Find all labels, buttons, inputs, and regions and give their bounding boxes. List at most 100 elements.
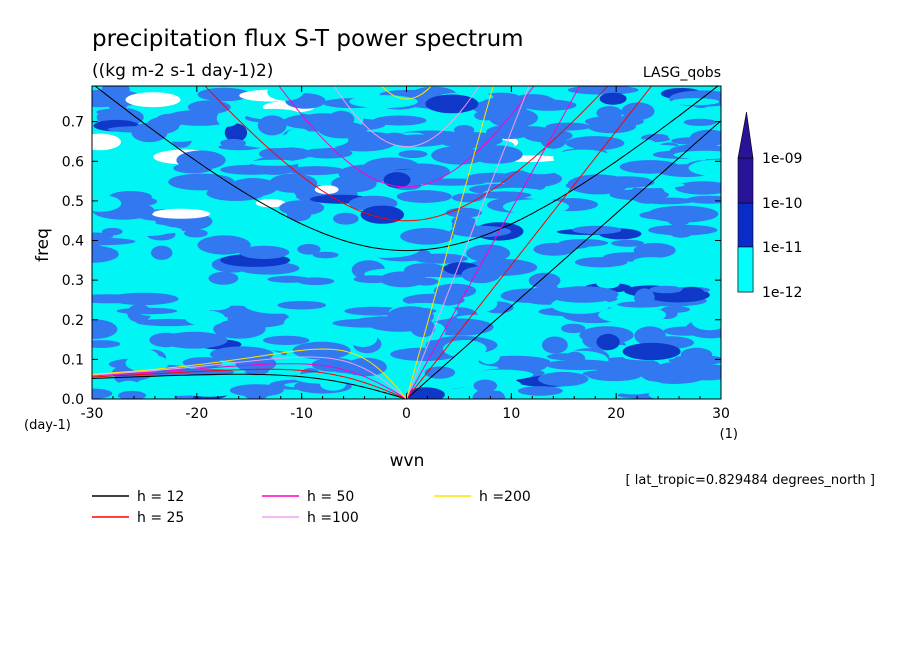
spectrum-patch	[279, 200, 325, 216]
spectrum-patch	[649, 285, 683, 294]
spectrum-patch	[678, 286, 706, 302]
spectrum-patch	[533, 242, 575, 256]
spectrum-patch	[466, 172, 516, 183]
spectrum-patch	[292, 341, 351, 360]
spectrum-patch	[399, 307, 437, 315]
legend-label: h =100	[307, 510, 359, 526]
legend-item: h = 25	[92, 510, 184, 526]
spectrum-patch	[114, 380, 143, 395]
spectrum-patch	[197, 235, 251, 255]
colorbar-extension-arrow	[737, 111, 754, 159]
y-tick-label: 0.2	[62, 313, 84, 329]
kelvin-wave-curve	[406, 86, 494, 399]
legend-label: h = 12	[137, 489, 184, 505]
spectrum-patch	[373, 115, 427, 126]
spectrum-patch	[92, 245, 119, 263]
spectrum-patch	[437, 132, 503, 149]
colorbar-label: 1e-09	[762, 151, 802, 167]
spectrum-patch	[486, 124, 531, 140]
spectrum-patch	[320, 378, 347, 391]
spectrum-patch	[424, 366, 456, 379]
x-axis-label: wvn	[390, 451, 425, 471]
spectrum-patch	[661, 306, 690, 313]
inertia-gravity-wave-curve	[94, 86, 719, 252]
colorbar-label: 1e-10	[762, 196, 802, 212]
spectrum-patch	[283, 114, 339, 130]
spectrum-patch	[442, 340, 487, 358]
kelvin-wave-curve	[406, 86, 653, 399]
spectrum-patch	[611, 239, 645, 247]
spectrum-patch	[331, 175, 377, 193]
spectrum-patch	[648, 387, 708, 399]
spectrum-patch	[220, 138, 247, 148]
x-tick-label: 10	[502, 406, 520, 422]
spectrum-patch	[587, 369, 642, 382]
spectrum-patch	[184, 229, 208, 238]
spectrum-patch	[400, 228, 454, 245]
spectrum-patch	[538, 316, 561, 333]
spectrum-patch	[345, 357, 387, 377]
spectrum-patch	[116, 307, 178, 315]
inertia-gravity-wave-curve	[204, 86, 609, 222]
spectrum-patch	[277, 300, 326, 310]
colorbar: 1e-12 1e-11 1e-10 1e-09	[737, 111, 802, 301]
spectrum-patch	[686, 195, 721, 204]
y-unit-label: (day-1)	[24, 418, 71, 433]
spectrum-patch	[603, 380, 663, 387]
spectrum-patch	[591, 357, 661, 374]
y-tick-label: 0.3	[62, 273, 84, 289]
legend-label: h = 50	[307, 489, 354, 505]
spectrum-patch	[348, 329, 378, 347]
spectrum-patch	[255, 199, 286, 208]
legend-item: h = 50	[262, 489, 354, 505]
legend-item: h =100	[262, 510, 359, 526]
colorbar-label: 1e-12	[762, 285, 802, 301]
spectrum-patch	[269, 173, 318, 193]
spectrum-patch	[360, 205, 405, 224]
spectrum-patch	[227, 310, 290, 328]
spectrum-patch	[609, 189, 669, 201]
spectrum-patch	[381, 132, 408, 143]
x-tick-label: 20	[607, 406, 625, 422]
spectrum-patch	[542, 336, 568, 354]
spectrum-patch	[675, 181, 721, 195]
spectrum-patch	[666, 210, 692, 226]
chart-title: precipitation flux S-T power spectrum	[92, 26, 524, 52]
y-axis: 0.0 0.1 0.2 0.3 0.4 0.5 0.6 0.7	[62, 115, 721, 408]
x-tick-label: 30	[712, 406, 730, 422]
spectrum-patch	[245, 108, 301, 120]
spectrum-patch	[547, 353, 581, 360]
spectrum-patch	[622, 342, 681, 361]
spectrum-patch	[92, 183, 139, 192]
spectrum-patch	[92, 319, 118, 339]
spectrum-patch	[224, 123, 248, 142]
spectrum-patch	[151, 245, 173, 260]
legend: h = 12 h = 25 h = 50 h =100 h =200	[92, 489, 531, 526]
spectrum-patch	[413, 277, 439, 286]
spectrum-patch	[547, 286, 619, 303]
spectrum-patch	[561, 323, 586, 334]
spectrum-patch	[333, 212, 359, 225]
spectrum-patch	[314, 185, 339, 195]
spectrum-patch	[200, 298, 232, 311]
spectrum-patch	[92, 232, 114, 240]
spectrum-patch	[216, 109, 239, 127]
spectrum-patch	[187, 100, 231, 114]
spectrum-patch	[502, 199, 570, 215]
legend-label: h =200	[479, 489, 531, 505]
spectrum-patch	[461, 266, 501, 284]
spectrum-patch	[297, 244, 321, 255]
spectrum-field	[92, 86, 721, 399]
spectrum-patch	[185, 310, 226, 326]
inertia-gravity-wave-curve	[381, 86, 432, 100]
spectrum-patch	[158, 271, 190, 284]
spectrum-patch	[688, 159, 721, 177]
spectrum-patch	[471, 295, 498, 312]
chart-subtitle: ((kg m-2 s-1 day-1)2)	[92, 61, 273, 81]
spectrum-patch	[528, 272, 561, 289]
spectrum-patch	[135, 226, 183, 234]
kelvin-wave-curve	[406, 86, 530, 399]
spectrum-patch	[663, 326, 709, 336]
spectrum-patch	[312, 251, 339, 259]
